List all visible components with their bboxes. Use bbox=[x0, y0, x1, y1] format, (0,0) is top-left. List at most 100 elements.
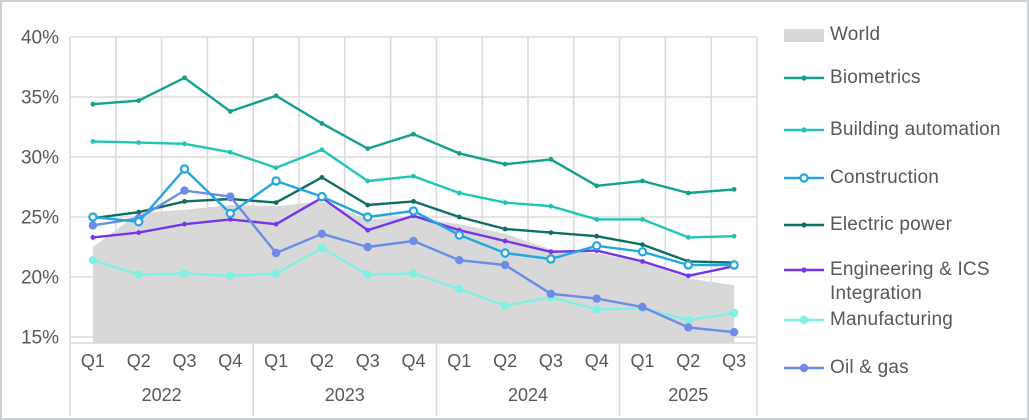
x-axis-year-label: 2025 bbox=[668, 385, 708, 405]
data-point-oil-gas bbox=[317, 229, 327, 238]
data-point-construction bbox=[408, 206, 419, 216]
data-point-engineering-ics-integration bbox=[640, 259, 645, 264]
y-axis-label: 30% bbox=[21, 148, 59, 169]
legend-item-engineering-ics-integration: Engineering & ICS Integration bbox=[784, 258, 1026, 306]
data-point-biometrics bbox=[731, 187, 737, 192]
line-chart: 40% 35% 30% 25% 20% 15% Q1 Q2 Q3 Q4 Q1 Q2 Q3 Q4 Q1 Q2 Q3… bbox=[21, 28, 758, 416]
data-point-construction bbox=[546, 254, 556, 264]
data-point-manufacturing bbox=[363, 270, 372, 279]
data-point-electric-power bbox=[319, 175, 325, 180]
legend-swatch-engineering-ics-integration bbox=[784, 267, 824, 273]
legend-swatch-building-automation bbox=[784, 127, 824, 133]
legend-label-electric-power: Electric power bbox=[830, 214, 953, 235]
data-point-electric-power bbox=[548, 230, 554, 236]
data-point-electric-power bbox=[456, 214, 462, 220]
data-point-biometrics bbox=[594, 183, 600, 189]
legend-item-oil-gas: Oil & gas bbox=[784, 356, 909, 380]
data-point-manufacturing bbox=[592, 305, 601, 314]
x-axis-quarter-label: Q4 bbox=[401, 351, 425, 371]
data-point-oil-gas bbox=[88, 221, 98, 230]
data-point-manufacturing bbox=[317, 244, 327, 253]
data-point-building-automation bbox=[456, 190, 462, 196]
data-point-engineering-ics-integration bbox=[685, 273, 691, 279]
data-point-oil-gas bbox=[226, 192, 235, 201]
data-point-building-automation bbox=[502, 200, 508, 206]
legend-label-manufacturing: Manufacturing bbox=[830, 309, 954, 330]
data-point-construction bbox=[729, 260, 739, 270]
legend-swatch-manufacturing bbox=[784, 315, 824, 325]
data-point-biometrics bbox=[365, 146, 371, 152]
data-point-biometrics bbox=[640, 178, 645, 184]
data-point-engineering-ics-integration bbox=[365, 227, 371, 233]
x-axis-quarter-label: Q2 bbox=[127, 351, 151, 371]
data-point-construction bbox=[592, 241, 602, 251]
legend-label-oil-gas: Oil & gas bbox=[830, 357, 909, 378]
x-axis-year-label: 2022 bbox=[142, 385, 182, 405]
x-axis-quarter-label: Q1 bbox=[630, 351, 654, 371]
x-axis-quarter-label: Q4 bbox=[218, 351, 242, 371]
legend-swatch-oil-gas bbox=[784, 363, 824, 373]
legend-swatch-world bbox=[784, 29, 824, 42]
data-point-biometrics bbox=[136, 98, 142, 103]
data-point-engineering-ics-integration bbox=[227, 217, 233, 222]
x-axis-quarter-label: Q3 bbox=[539, 351, 563, 371]
data-point-biometrics bbox=[319, 121, 325, 126]
x-axis-quarter-label: Q3 bbox=[722, 351, 746, 371]
legend-item-manufacturing: Manufacturing bbox=[784, 308, 953, 332]
data-point-biometrics bbox=[227, 109, 233, 114]
x-axis-quarter-label: Q3 bbox=[172, 351, 196, 371]
data-point-manufacturing bbox=[271, 269, 281, 278]
data-point-building-automation bbox=[685, 235, 691, 240]
data-point-electric-power bbox=[365, 202, 371, 208]
data-point-manufacturing bbox=[180, 269, 189, 278]
legend-item-building-automation: Building automation bbox=[784, 118, 1001, 142]
legend-label-building-automation: Building automation bbox=[830, 119, 1001, 140]
legend-label-world: World bbox=[830, 24, 881, 45]
data-point-construction bbox=[317, 191, 327, 202]
y-axis-label: 35% bbox=[21, 88, 59, 109]
legend-label-engineering-ics-integration: Engineering & ICS Integration bbox=[830, 259, 990, 304]
data-point-oil-gas bbox=[455, 256, 464, 265]
data-point-electric-power bbox=[182, 199, 187, 204]
data-point-manufacturing bbox=[684, 316, 693, 325]
legend-swatch-electric-power bbox=[784, 222, 824, 228]
data-point-oil-gas bbox=[180, 186, 189, 195]
x-axis-quarter-label: Q1 bbox=[81, 351, 105, 371]
data-point-manufacturing bbox=[226, 271, 235, 280]
data-point-biometrics bbox=[273, 93, 279, 99]
data-point-construction bbox=[683, 260, 694, 270]
data-point-construction bbox=[637, 247, 648, 257]
data-point-construction bbox=[363, 212, 373, 222]
data-point-electric-power bbox=[640, 242, 645, 248]
data-point-engineering-ics-integration bbox=[548, 249, 554, 255]
data-point-building-automation bbox=[594, 217, 600, 222]
data-point-oil-gas bbox=[729, 328, 739, 337]
data-point-manufacturing bbox=[500, 301, 510, 310]
data-point-manufacturing bbox=[729, 308, 739, 318]
data-point-construction bbox=[271, 176, 281, 186]
legend-item-world: World bbox=[784, 23, 880, 47]
legend-swatch-construction bbox=[784, 173, 824, 183]
y-axis-label: 15% bbox=[21, 328, 59, 349]
data-point-building-automation bbox=[319, 147, 325, 153]
x-axis-quarter-label: Q1 bbox=[447, 351, 471, 371]
data-point-manufacturing bbox=[409, 269, 418, 278]
data-point-biometrics bbox=[90, 101, 96, 107]
legend-item-electric-power: Electric power bbox=[784, 213, 952, 237]
legend-label-construction: Construction bbox=[830, 167, 940, 188]
y-axis-label: 25% bbox=[21, 208, 59, 229]
data-point-building-automation bbox=[182, 141, 187, 147]
data-point-biometrics bbox=[456, 151, 462, 156]
data-point-biometrics bbox=[685, 190, 691, 196]
data-point-engineering-ics-integration bbox=[136, 230, 142, 236]
data-point-electric-power bbox=[502, 226, 508, 232]
legend-label-biometrics: Biometrics bbox=[830, 67, 921, 88]
y-axis-label: 20% bbox=[21, 268, 59, 289]
data-point-oil-gas bbox=[592, 294, 601, 303]
data-point-building-automation bbox=[640, 217, 645, 222]
data-point-biometrics bbox=[502, 161, 508, 167]
x-axis-quarter-label: Q2 bbox=[493, 351, 517, 371]
data-point-biometrics bbox=[411, 131, 416, 137]
data-point-manufacturing bbox=[88, 256, 98, 265]
x-axis-quarter-label: Q3 bbox=[356, 351, 380, 371]
